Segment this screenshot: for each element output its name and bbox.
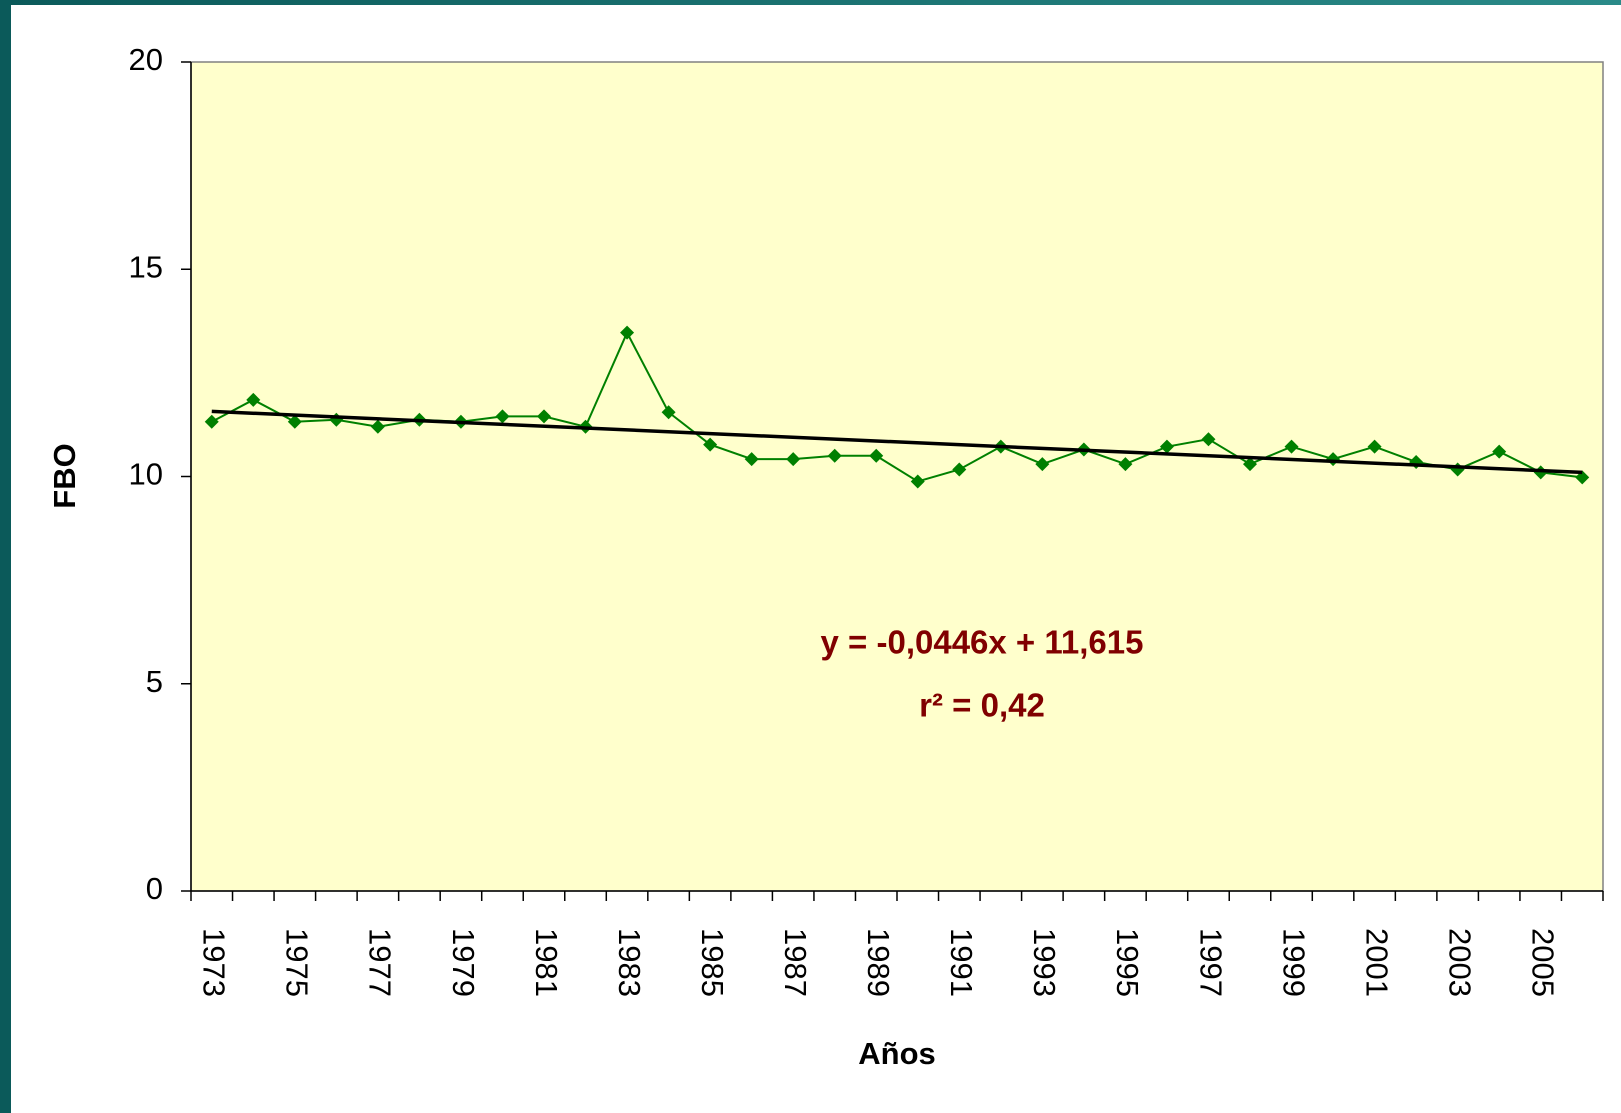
- data-marker: [246, 392, 261, 407]
- y-axis-title: FBO: [47, 443, 82, 508]
- data-marker: [1367, 439, 1382, 454]
- data-marker: [537, 409, 551, 424]
- x-tick-label: 1993: [1027, 928, 1062, 997]
- data-marker: [1243, 457, 1257, 472]
- x-tick-label: 1997: [1193, 928, 1228, 997]
- data-marker: [1118, 457, 1133, 472]
- x-tick-label: 1985: [695, 928, 730, 997]
- annotation: r² = 0,42: [919, 687, 1045, 724]
- data-marker: [287, 414, 302, 429]
- y-tick-label: 0: [146, 871, 163, 906]
- x-tick-label: 2005: [1526, 928, 1561, 997]
- x-tick-label: 1991: [944, 928, 979, 997]
- plot-area: [190, 61, 1604, 892]
- data-marker: [661, 405, 676, 420]
- y-tick-label: 10: [129, 457, 163, 492]
- data-marker: [1035, 457, 1050, 472]
- x-tick-label: 1995: [1110, 928, 1145, 997]
- x-tick-label: 1977: [363, 928, 398, 997]
- y-tick-label: 15: [129, 249, 163, 284]
- x-tick-label: 2001: [1359, 928, 1394, 997]
- data-marker: [1284, 439, 1299, 454]
- x-tick-label: 2003: [1442, 928, 1477, 997]
- x-tick-label: 1983: [612, 928, 647, 997]
- x-axis-title: Años: [858, 1036, 936, 1071]
- data-marker: [370, 419, 385, 434]
- data-marker: [869, 448, 884, 463]
- x-tick-label: 1981: [529, 928, 564, 997]
- data-marker: [495, 409, 510, 424]
- x-tick-label: 1975: [280, 928, 315, 997]
- trendline: [211, 409, 1583, 475]
- data-marker: [1492, 444, 1507, 459]
- data-marker: [952, 462, 967, 477]
- data-marker: [620, 325, 635, 340]
- x-tick-label: 1979: [446, 928, 481, 997]
- x-tick-label: 1973: [197, 928, 232, 997]
- data-marker: [910, 474, 925, 489]
- y-tick-label: 20: [129, 42, 163, 77]
- y-tick-label: 5: [146, 664, 163, 699]
- data-marker: [703, 437, 718, 452]
- annotation: y = -0,0446x + 11,615: [821, 624, 1144, 661]
- data-marker: [1159, 439, 1174, 454]
- x-tick-label: 1989: [861, 928, 896, 997]
- data-marker: [744, 452, 759, 467]
- data-marker: [786, 452, 801, 467]
- x-tick-label: 1999: [1276, 928, 1311, 997]
- x-tick-label: 1987: [778, 928, 813, 997]
- data-marker: [204, 414, 219, 429]
- data-marker: [827, 448, 842, 463]
- data-marker: [1201, 432, 1216, 447]
